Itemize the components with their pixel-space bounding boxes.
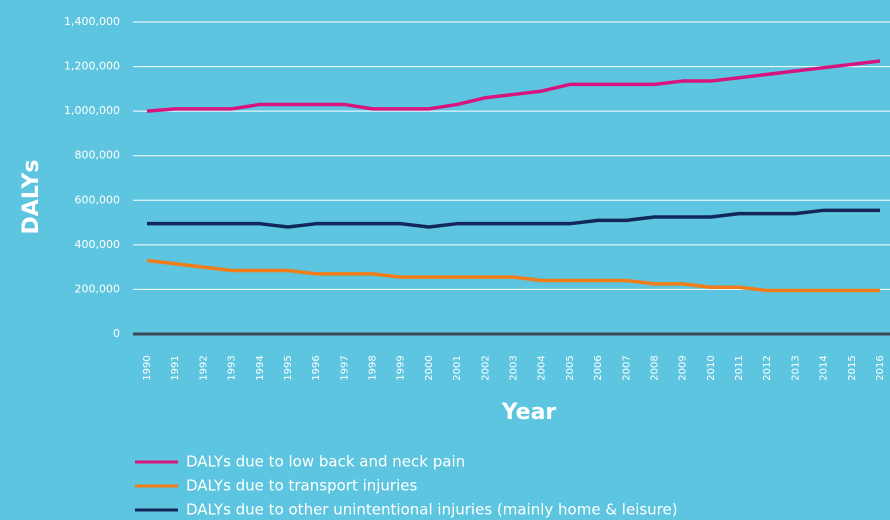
x-tick-label: 2009 [678, 355, 689, 380]
x-tick-label: 2011 [734, 355, 745, 380]
x-axis-label: Year [501, 400, 557, 425]
x-tick-label: 1992 [198, 355, 209, 380]
x-tick-label: 1996 [311, 355, 322, 380]
x-tick-label: 2010 [706, 355, 717, 380]
x-tick-label: 2015 [847, 355, 858, 380]
series-line [146, 59, 881, 113]
x-tick-label: 1994 [255, 355, 266, 380]
series-line [146, 258, 880, 293]
x-tick-label: 2012 [762, 355, 773, 380]
y-tick-label: 800,000 [75, 149, 121, 162]
x-tick-label: 2013 [790, 355, 801, 380]
x-tick-label: 2005 [565, 355, 576, 380]
x-tick-label: 1999 [396, 355, 407, 380]
x-tick-label: 2014 [819, 355, 830, 380]
x-tick-label: 1991 [170, 355, 181, 380]
x-tick-label: 1993 [227, 355, 238, 380]
y-tick-label: 1,000,000 [64, 104, 120, 117]
x-tick-label: 2016 [875, 355, 886, 380]
x-tick-label: 2002 [480, 355, 491, 380]
series-line [147, 208, 880, 229]
y-tick-label: 600,000 [75, 193, 121, 206]
legend-label: DALYs due to other unintentional injurie… [186, 501, 678, 519]
x-tick-label: 1990 [142, 355, 153, 380]
x-tick-label: 2006 [593, 355, 604, 380]
y-tick-label: 200,000 [75, 282, 121, 295]
x-tick-label: 2003 [509, 355, 520, 380]
x-tick-label: 1995 [283, 355, 294, 380]
x-tick-label: 2004 [537, 355, 548, 380]
y-tick-label: 1,200,000 [64, 60, 120, 73]
x-tick-label: 2007 [621, 355, 632, 380]
y-tick-label: 400,000 [75, 238, 121, 251]
x-tick-label: 2008 [649, 355, 660, 380]
y-tick-label: 0 [113, 327, 120, 340]
x-tick-label: 2000 [424, 355, 435, 380]
x-tick-label: 2001 [452, 355, 463, 380]
x-tick-label: 1998 [368, 355, 379, 380]
y-axis-label: DALYs [19, 160, 44, 235]
legend-label: DALYs due to transport injuries [186, 477, 417, 495]
legend-label: DALYs due to low back and neck pain [186, 453, 465, 471]
y-tick-label: 1,400,000 [64, 15, 120, 28]
x-tick-label: 1997 [339, 355, 350, 380]
